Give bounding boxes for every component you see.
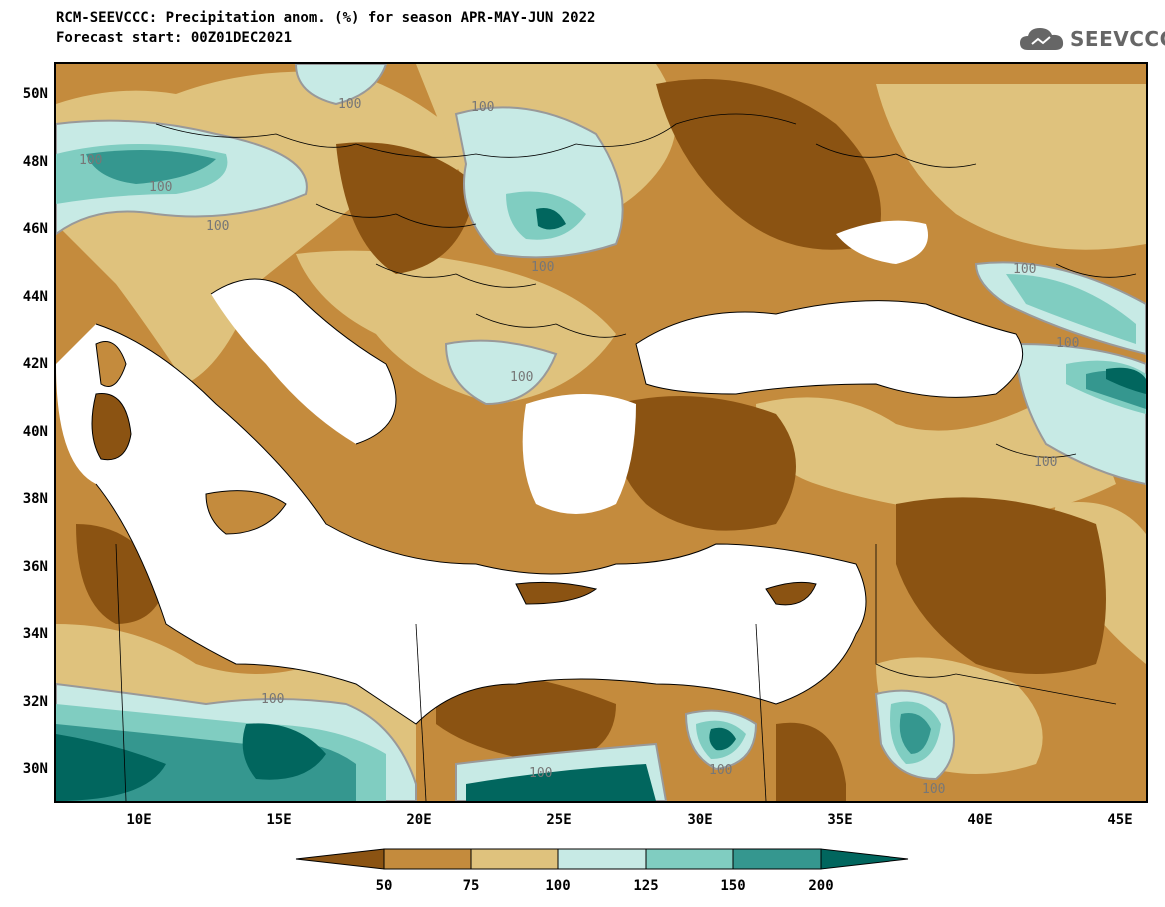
contour-label: 100	[1034, 455, 1057, 470]
lat-tick-label: 40N	[22, 424, 48, 440]
adriatic-sea	[211, 279, 396, 444]
wet-region-bulgaria	[444, 339, 558, 406]
lon-tick-label: 20E	[406, 812, 432, 828]
lon-tick-label: 45E	[1107, 812, 1133, 828]
precipitation-map: 100 100 100 100 100 100 100 100 100 100 …	[54, 62, 1148, 803]
colorbar-segment-above-200	[820, 848, 909, 870]
lon-tick-label: 10E	[126, 812, 152, 828]
wet-mid-caucasus	[1006, 274, 1136, 344]
lat-tick-label: 46N	[22, 221, 48, 237]
wet-region-germany	[294, 64, 388, 106]
colorbar-label: 200	[808, 878, 834, 894]
dry-region-libya	[436, 672, 616, 764]
country-borders	[115, 113, 1137, 801]
mediterranean-coastline	[95, 323, 867, 725]
wet-max-egypt	[466, 764, 656, 801]
contour-label: 100	[529, 766, 552, 781]
contour-label: 100	[709, 763, 732, 778]
lat-tick-label: 30N	[22, 761, 48, 777]
wet-high-alps	[86, 150, 216, 184]
contour-label: 100	[1013, 262, 1036, 277]
colorbar-label: 75	[462, 878, 480, 894]
aegean-sea	[522, 394, 636, 514]
cyprus	[765, 581, 817, 606]
azov-sea	[836, 220, 928, 264]
contour-label: 100	[1056, 336, 1079, 351]
colorbar-label: 150	[720, 878, 746, 894]
wet-max-cairo	[709, 727, 736, 751]
title-line-1: RCM-SEEVCCC: Precipitation anom. (%) for…	[56, 10, 596, 26]
colorbar-segment-150-200	[732, 848, 822, 870]
lat-tick-label: 36N	[22, 559, 48, 575]
tan-region-caucasus-north	[876, 84, 1146, 250]
colorbar-segment-125-150	[645, 848, 734, 870]
dry-region-tunisia	[76, 524, 166, 624]
colorbar-label: 100	[545, 878, 571, 894]
lat-tick-label: 42N	[22, 356, 48, 372]
crete	[515, 581, 598, 605]
contour-label: 100	[79, 153, 102, 168]
logo-text: SEEVCCC	[1070, 27, 1165, 51]
lon-tick-label: 30E	[687, 812, 713, 828]
wet-high-jordan	[899, 713, 931, 754]
lon-tick-label: 15E	[266, 812, 292, 828]
black-sea	[636, 300, 1023, 398]
cloud-icon	[1020, 28, 1064, 50]
lat-tick-label: 50N	[22, 86, 48, 102]
colorbar-segment-50-75	[383, 848, 472, 870]
dry-region-ukraine	[656, 79, 881, 250]
wet-max-libya-east	[242, 723, 326, 780]
contour-label: 100	[338, 97, 361, 112]
map-title: RCM-SEEVCCC: Precipitation anom. (%) for…	[56, 8, 595, 48]
contour-label: 100	[510, 370, 533, 385]
lat-tick-label: 34N	[22, 626, 48, 642]
wet-max-georgia	[1106, 367, 1146, 394]
colorbar-label: 125	[633, 878, 659, 894]
contour-label: 100	[261, 692, 284, 707]
title-line-2: Forecast start: 00Z01DEC2021	[56, 30, 293, 46]
contour-label: 100	[206, 219, 229, 234]
lat-tick-label: 38N	[22, 491, 48, 507]
lon-tick-label: 35E	[827, 812, 853, 828]
mediterranean-sea	[56, 324, 866, 724]
dry-region-syria	[896, 497, 1106, 674]
sicily	[205, 490, 287, 535]
black-sea-coastline	[635, 300, 1024, 398]
contour-labels: 100 100 100 100 100 100 100 100 100 100 …	[79, 97, 1079, 797]
map-canvas: 100 100 100 100 100 100 100 100 100 100 …	[56, 64, 1146, 801]
lon-tick-label: 40E	[967, 812, 993, 828]
wet-max-romania	[536, 208, 566, 230]
tan-region-anatolia	[756, 397, 1116, 516]
corsica	[95, 341, 127, 387]
contour-label: 100	[149, 180, 172, 195]
dry-region-hungary	[336, 142, 476, 274]
lat-tick-label: 48N	[22, 154, 48, 170]
colorbar-label: 50	[375, 878, 393, 894]
colorbar-segment-below-50	[295, 848, 385, 870]
lat-tick-label: 44N	[22, 289, 48, 305]
adriatic-coastline	[210, 278, 397, 445]
lon-tick-label: 25E	[546, 812, 572, 828]
dry-region-sinai	[776, 722, 846, 801]
contour-label: 100	[471, 100, 494, 115]
contour-label: 100	[922, 782, 945, 797]
seevccc-logo: SEEVCCC	[1018, 22, 1165, 56]
colorbar-segment-100-125	[557, 848, 647, 870]
contour-label: 100	[531, 260, 554, 275]
dry-region-west-turkey	[614, 396, 796, 531]
colorbar-segment-75-100	[470, 848, 559, 870]
wet-max-libya-west	[56, 734, 166, 801]
lat-tick-label: 32N	[22, 694, 48, 710]
sardinia	[91, 393, 132, 461]
